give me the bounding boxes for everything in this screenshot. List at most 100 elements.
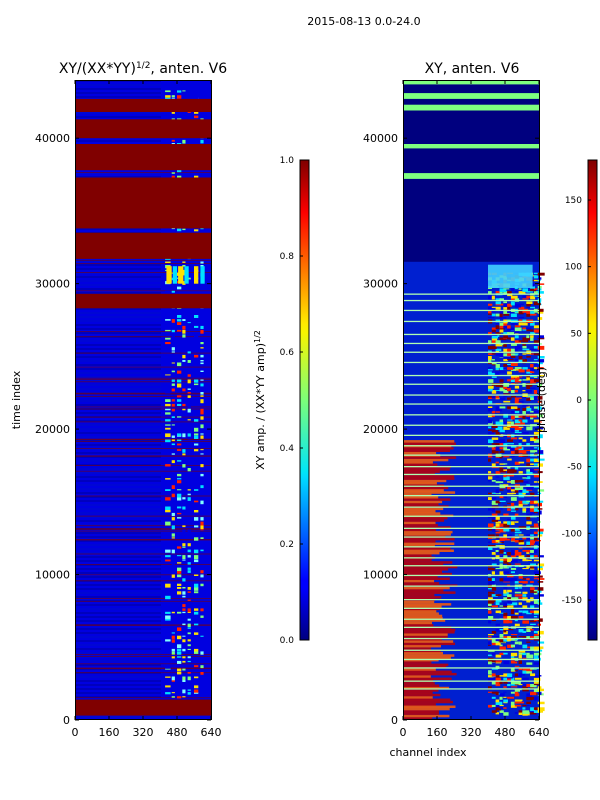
right-heatmap-phase-wash — [403, 600, 435, 604]
left-heatmap-cell — [182, 354, 186, 359]
right-heatmap-cell — [522, 707, 526, 710]
right-heatmap-cell — [491, 668, 498, 670]
right-heatmap-green-line — [403, 454, 539, 456]
right-heatmap-cell — [530, 668, 537, 670]
right-heatmap-cell — [503, 605, 509, 608]
left-heatmap-cell — [187, 489, 191, 491]
right-heatmap-cell — [522, 557, 529, 562]
right-heatmap-cell — [503, 602, 508, 606]
left-heatmap-cell — [171, 175, 175, 178]
right-heatmap-cell — [526, 646, 532, 649]
right-heatmap-phase-wash — [403, 561, 453, 564]
left-heatmap-stripe — [75, 424, 161, 426]
x-tick-label: 160 — [99, 726, 120, 739]
right-heatmap-cell — [518, 421, 525, 425]
right-heatmap-green-line — [403, 667, 539, 669]
right-heatmap-cell — [537, 578, 545, 580]
right-heatmap-cell — [510, 406, 518, 409]
left-heatmap-cell — [187, 395, 191, 398]
right-heatmap-cell — [522, 500, 530, 504]
right-heatmap-cell — [537, 555, 544, 558]
right-heatmap-cell — [537, 565, 543, 568]
left-heatmap-cell — [171, 517, 175, 521]
left-heatmap-stripe — [75, 344, 161, 346]
left-heatmap-cell — [187, 608, 191, 613]
left-heatmap-cell — [194, 510, 199, 513]
right-heatmap-cell — [518, 461, 525, 464]
right-heatmap-cell — [507, 605, 514, 608]
left-heatmap-cell — [200, 370, 204, 372]
right-heatmap-cell — [514, 597, 519, 601]
left-heatmap-cell — [165, 433, 171, 438]
left-heatmap-cell — [187, 591, 191, 593]
right-heatmap-cell — [518, 450, 525, 453]
left-heatmap-stripe — [75, 544, 161, 546]
left-heatmap-cell — [187, 360, 191, 363]
right-heatmap-cell — [533, 677, 541, 681]
right-heatmap-phase-wash — [403, 707, 450, 711]
left-heatmap-cell — [171, 435, 175, 438]
left-heatmap-stripe — [75, 384, 161, 386]
left-heatmap-cell — [194, 95, 199, 99]
right-heatmap-cell — [537, 508, 543, 510]
right-heatmap-cell — [507, 379, 511, 382]
left-heatmap-flag-line — [75, 381, 211, 383]
left-heatmap-cell — [177, 489, 182, 491]
left-heatmap-cell — [200, 362, 204, 365]
right-heatmap-cell — [510, 552, 518, 556]
right-heatmap-cell — [491, 516, 498, 520]
left-heatmap-cell — [177, 435, 182, 437]
right-heatmap-cell — [507, 327, 515, 331]
right-heatmap-cell — [522, 348, 530, 351]
right-heatmap-cell — [533, 367, 538, 370]
left-heatmap-cell — [194, 623, 199, 626]
left-heatmap-cell — [177, 118, 182, 120]
right-heatmap-cell — [503, 660, 510, 665]
left-heatmap-flag-line — [75, 377, 211, 379]
colorbar-tick-label: 0.6 — [280, 348, 295, 358]
left-heatmap-cell — [165, 97, 171, 100]
right-heatmap-phase-wash — [403, 703, 436, 706]
right-heatmap-cell — [507, 557, 512, 561]
left-heatmap-stripe — [75, 620, 161, 622]
y-tick-label: 10000 — [35, 569, 70, 582]
right-heatmap-cell — [514, 677, 522, 680]
left-heatmap-stripe — [75, 616, 161, 618]
left-heatmap-stripe — [75, 716, 161, 718]
right-heatmap-cell — [510, 489, 518, 492]
right-heatmap-cell — [507, 469, 514, 474]
left-heatmap-stripe — [75, 660, 161, 662]
right-heatmap-cell — [514, 684, 522, 686]
right-heatmap-cell — [488, 369, 493, 371]
right-heatmap-phase-wash — [403, 575, 438, 578]
right-heatmap-cell — [510, 502, 515, 507]
colorbar-tick-label: 0.0 — [280, 636, 295, 646]
left-heatmap-cell — [165, 595, 171, 600]
left-heatmap-cell — [194, 685, 199, 689]
right-heatmap-cell — [495, 439, 502, 442]
right-heatmap-cell — [526, 704, 530, 707]
right-heatmap-cell — [533, 437, 539, 439]
left-heatmap-cell — [200, 416, 204, 420]
left-heatmap-cell — [194, 574, 199, 576]
left-heatmap-stripe — [75, 652, 161, 654]
x-tick-label: 0 — [72, 726, 79, 739]
right-heatmap-cell — [491, 704, 497, 707]
right-heatmap-cell — [488, 306, 494, 311]
right-heatmap-cell — [503, 466, 508, 470]
left-heatmap-cell — [187, 374, 191, 377]
right-heatmap-cell — [533, 638, 540, 641]
left-heatmap-cell — [165, 497, 171, 501]
left-heatmap-cell — [171, 537, 175, 539]
left-heatmap-cell — [177, 512, 182, 515]
right-heatmap-cell — [503, 559, 509, 564]
right-heatmap-cell — [530, 396, 535, 398]
right-heatmap-cell — [510, 375, 517, 378]
right-heatmap-cell — [522, 379, 528, 381]
right-heatmap-cell — [491, 371, 496, 373]
right-heatmap-phase-wash — [403, 542, 455, 545]
left-heatmap-cell — [187, 449, 191, 451]
right-heatmap-cell — [491, 364, 496, 366]
right-heatmap-cell — [530, 322, 535, 326]
figure-suptitle: 2015-08-13 0.0-24.0 — [307, 15, 420, 28]
